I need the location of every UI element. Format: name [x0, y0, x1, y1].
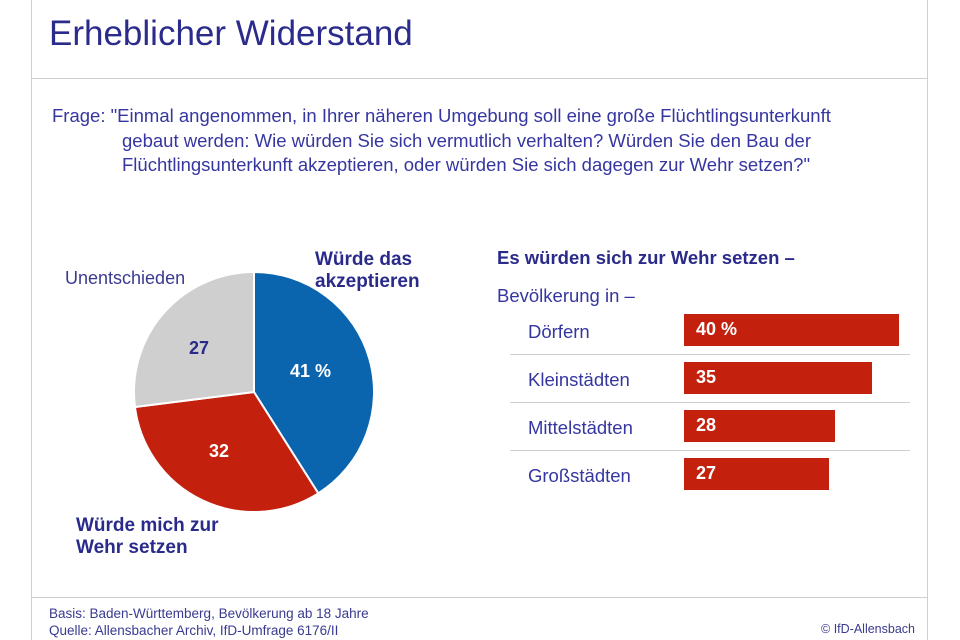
bar-separator	[510, 402, 910, 403]
pie-label-resist-line2: Wehr setzen	[76, 537, 188, 558]
bar-row: Mittelstädten 28	[510, 408, 910, 456]
pie-label-accept-line2: akzeptieren	[315, 271, 420, 292]
pie-label-resist: Würde mich zur Wehr setzen	[76, 515, 219, 559]
bar-category-label: Dörfern	[528, 321, 590, 342]
survey-question: Frage: "Einmal angenommen, in Ihrer nähe…	[52, 104, 892, 178]
bar-value-label: 28	[696, 415, 717, 435]
bar	[684, 458, 830, 490]
footer-source: Quelle: Allensbacher Archiv, IfD-Umfrage…	[49, 623, 339, 638]
bar-separator	[510, 354, 910, 355]
footer-notes: Basis: Baden-Württemberg, Bevölkerung ab…	[49, 605, 369, 639]
frame-right-line	[927, 0, 928, 640]
bar-chart-title: Es würden sich zur Wehr setzen –	[497, 247, 795, 268]
bar-chart-subtitle: Bevölkerung in –	[497, 285, 635, 306]
bar-row: Dörfern 40 %	[510, 312, 910, 360]
bar-row: Kleinstädten 35	[510, 360, 910, 408]
pie-label-undecided: Unentschieden	[65, 268, 186, 288]
pie-value-undecided: 27	[189, 338, 210, 358]
footer-basis: Basis: Baden-Württemberg, Bevölkerung ab…	[49, 606, 369, 621]
question-line-3: Flüchtlingsunterkunft akzeptieren, oder …	[122, 154, 811, 175]
footer-copyright: © IfD-Allensbach	[821, 622, 915, 636]
pie-slice-0	[253, 270, 375, 495]
bar	[684, 314, 899, 346]
bar-category-label: Kleinstädten	[528, 369, 630, 390]
bar-category-label: Großstädten	[528, 465, 631, 486]
bar	[684, 362, 873, 394]
bar-separator	[510, 450, 910, 451]
title-divider	[31, 78, 928, 79]
bar-value-label: 40 %	[696, 319, 738, 339]
footer-divider	[31, 597, 928, 598]
bar-row: Großstädten 27	[510, 456, 910, 504]
question-line-2: gebaut werden: Wie würden Sie sich vermu…	[122, 129, 811, 151]
frame-left-line	[31, 0, 32, 640]
bar-value-label: 27	[696, 463, 717, 483]
bar-category-label: Mittelstädten	[528, 417, 633, 438]
bar-value-label: 35	[696, 367, 717, 387]
bar	[684, 410, 835, 442]
question-line-1: Frage: "Einmal angenommen, in Ihrer nähe…	[52, 105, 831, 126]
pie-label-resist-line1: Würde mich zur	[76, 515, 219, 536]
pie-label-accept: Würde das akzeptieren	[315, 249, 420, 293]
pie-value-accept: 41 %	[290, 361, 332, 381]
pie-label-accept-line1: Würde das	[315, 249, 413, 270]
pie-value-resist: 32	[209, 441, 230, 461]
page-title: Erheblicher Widerstand	[49, 14, 413, 53]
